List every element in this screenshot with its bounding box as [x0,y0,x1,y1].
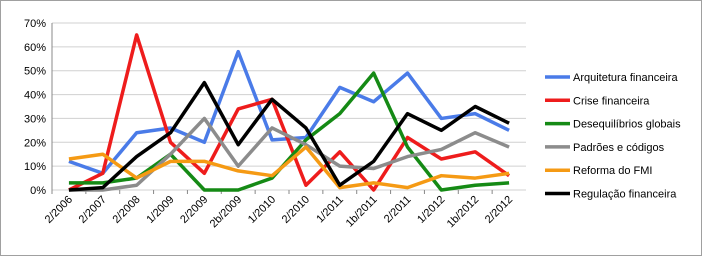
y-tick-label: 10% [24,161,46,173]
legend-label: Desequilíbrios globais [573,119,681,131]
y-tick-label: 30% [24,113,46,125]
series-line [68,33,511,192]
y-tick-label: 0% [30,185,46,197]
legend-label: Padrões e códigos [573,142,665,154]
legend-label: Arquitetura financeira [573,72,678,84]
series-line [68,80,510,192]
y-tick-label: 20% [24,137,46,149]
series-line [68,116,510,192]
y-tick-label: 40% [24,90,46,102]
y-tick-label: 50% [24,66,46,78]
legend-label: Crise financeira [573,95,650,107]
series-line [68,145,510,190]
legend-label: Regulação financeira [573,189,677,201]
y-tick-label: 70% [24,18,46,30]
legend-label: Reforma do FMI [573,165,652,177]
y-tick-label: 60% [24,42,46,54]
